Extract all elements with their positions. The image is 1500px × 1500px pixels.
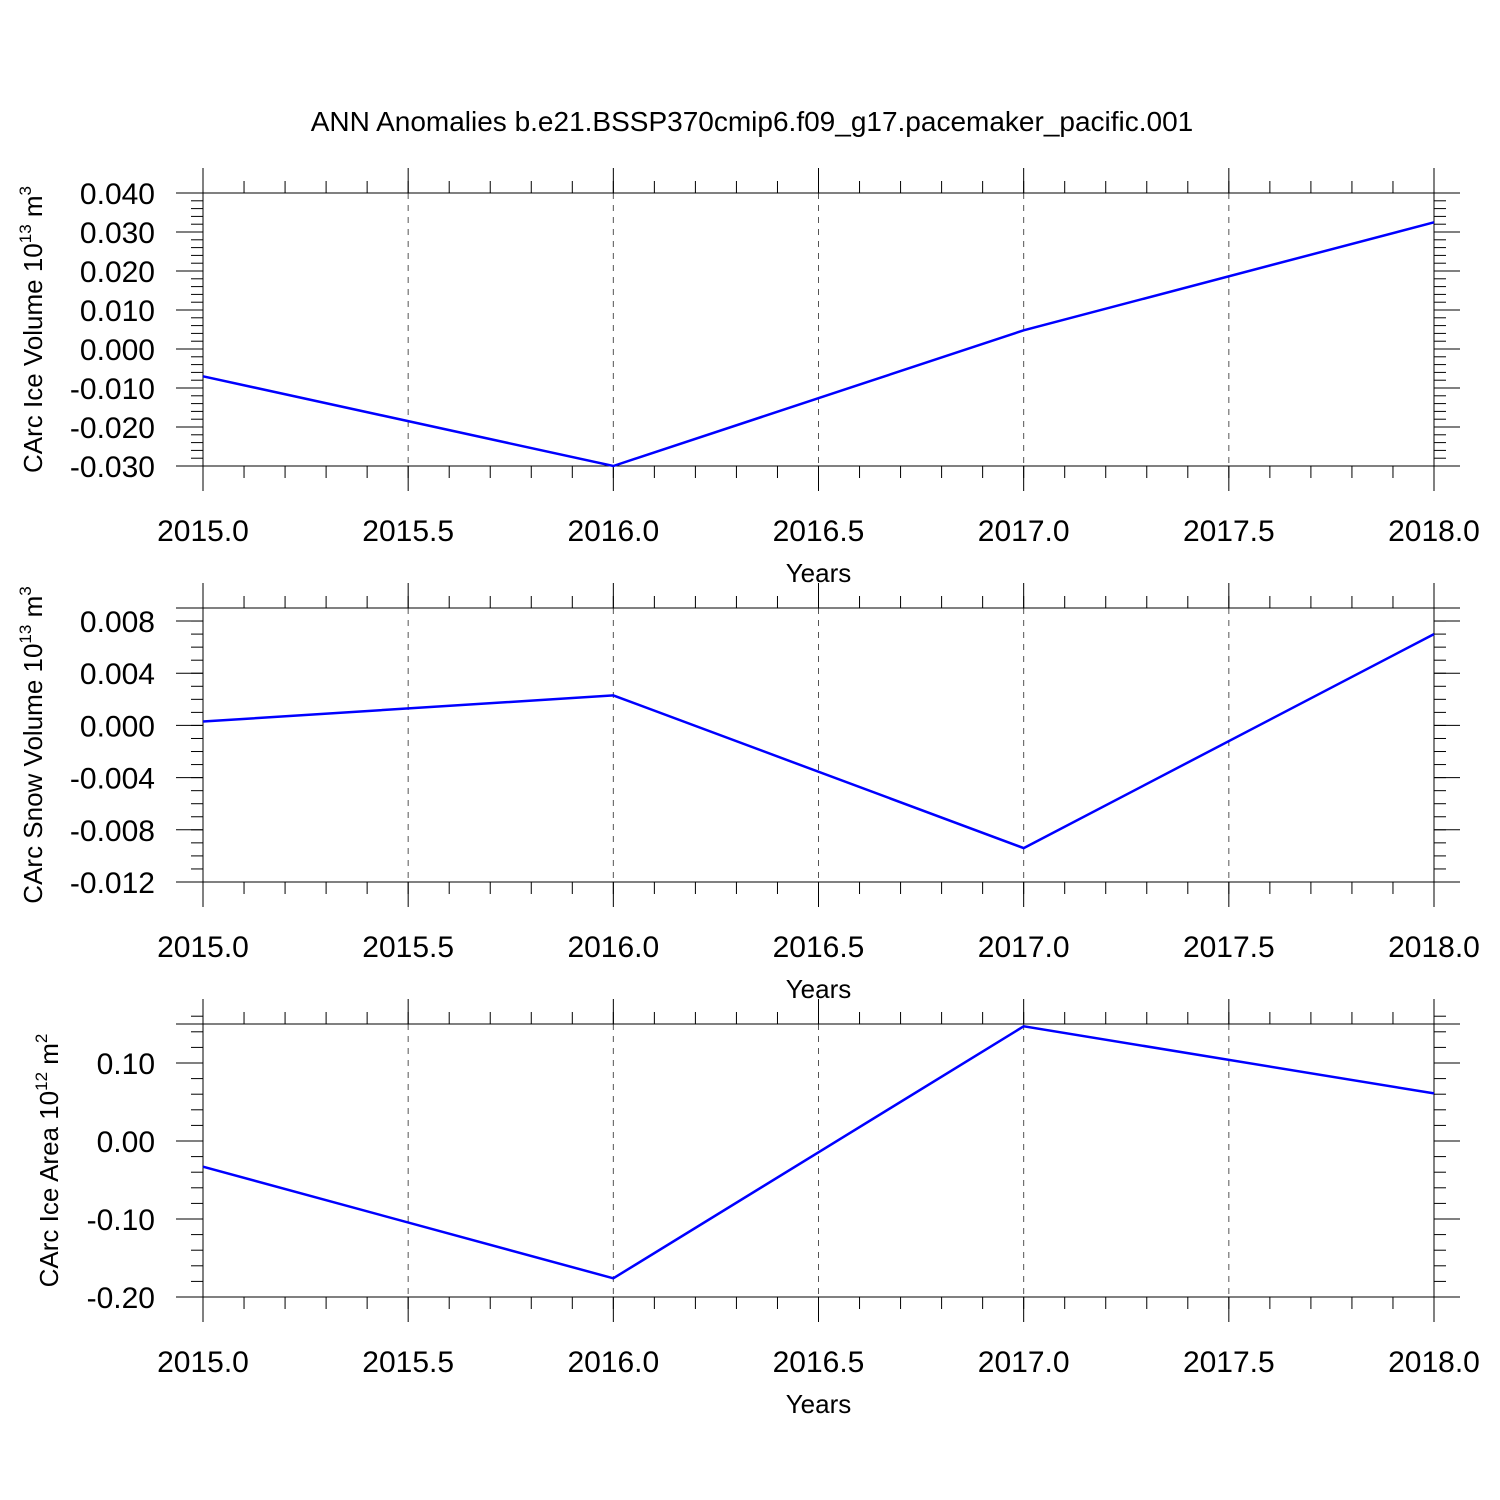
y-tick-label: 0.030 (80, 217, 155, 250)
y-tick-label: -0.20 (87, 1282, 155, 1315)
y-tick-label: -0.012 (70, 867, 155, 900)
y-tick-label: 0.10 (97, 1048, 155, 1081)
series-line-1 (202, 221, 1435, 468)
x-tick-label: 2017.5 (1183, 1346, 1275, 1379)
y-axis-label: CArc Snow Volume 1013 m3 (16, 586, 48, 903)
y-axis-label-unit-exponent: 2 (32, 1034, 51, 1043)
x-tick-label: 2016.5 (773, 1346, 865, 1379)
x-axis-label: Years (786, 1389, 852, 1419)
y-tick-label: 0.004 (80, 658, 155, 691)
y-axis-label: CArc Ice Area 1012 m2 (32, 1034, 64, 1288)
y-tick-label: -0.004 (70, 763, 155, 796)
y-axis-label-text: CArc Snow Volume 10 (18, 644, 48, 904)
y-axis-label-unit-exponent: 3 (16, 586, 35, 595)
x-tick-label: 2015.0 (157, 1346, 249, 1379)
x-tick-label: 2015.5 (362, 931, 454, 964)
x-tick-label: 2016.5 (773, 515, 865, 548)
y-tick-label: 0.040 (80, 178, 155, 211)
x-tick-label: 2017.0 (978, 931, 1070, 964)
x-tick-label: 2016.5 (773, 931, 865, 964)
y-axis-label-unit: m (18, 195, 48, 224)
y-axis-label-text: CArc Ice Volume 10 (18, 243, 48, 473)
x-tick-label: 2016.0 (567, 1346, 659, 1379)
x-tick-label: 2017.5 (1183, 931, 1275, 964)
y-axis-label-exponent: 12 (32, 1072, 51, 1091)
y-axis-label-unit-exponent: 3 (16, 186, 35, 195)
x-tick-label: 2015.5 (362, 1346, 454, 1379)
chart-title: ANN Anomalies b.e21.BSSP370cmip6.f09_g17… (311, 106, 1194, 137)
x-tick-label: 2017.0 (978, 515, 1070, 548)
x-tick-label: 2018.0 (1388, 931, 1480, 964)
chart-panel-1: 2015.0 2015.5 2016.0 2016.5 2017.0 2017.5 2018… (16, 168, 1480, 588)
x-tick-label: 2018.0 (1388, 1346, 1480, 1379)
x-tick-label: 2015.0 (157, 931, 249, 964)
x-tick-label: 2015.0 (157, 515, 249, 548)
y-axis-label-text: CArc Ice Area 10 (34, 1091, 64, 1288)
y-tick-label: 0.000 (80, 334, 155, 367)
series-line-1 (202, 1024, 1435, 1280)
x-tick-label: 2015.5 (362, 515, 454, 548)
y-tick-label: 0.020 (80, 256, 155, 289)
y-tick-label: -0.020 (70, 412, 155, 445)
y-tick-label: 0.010 (80, 295, 155, 328)
y-tick-label: -0.030 (70, 451, 155, 484)
x-tick-label: 2017.5 (1183, 515, 1275, 548)
y-tick-label: -0.008 (70, 815, 155, 848)
x-tick-label: 2016.0 (567, 515, 659, 548)
y-tick-label: 0.008 (80, 606, 155, 639)
y-tick-label: -0.010 (70, 373, 155, 406)
y-axis-label-unit: m (18, 596, 48, 625)
y-tick-label: -0.10 (87, 1204, 155, 1237)
x-tick-label: 2017.0 (978, 1346, 1070, 1379)
x-tick-label: 2016.0 (567, 931, 659, 964)
y-axis-label: CArc Ice Volume 1013 m3 (16, 186, 48, 473)
y-tick-label: 0.00 (97, 1126, 155, 1159)
y-axis-label-exponent: 13 (16, 625, 35, 644)
chart-panel-3: 2015.0 2015.5 2016.0 2016.5 2017.0 2017.5 2018… (32, 999, 1480, 1419)
y-tick-label: 0.000 (80, 710, 155, 743)
series-line-1 (202, 632, 1435, 850)
y-axis-label-unit: m (34, 1043, 64, 1072)
y-axis-label-exponent: 13 (16, 224, 35, 243)
x-tick-label: 2018.0 (1388, 515, 1480, 548)
chart-panel-2: 2015.0 2015.5 2016.0 2016.5 2017.0 2017.5 2018… (16, 583, 1480, 1004)
